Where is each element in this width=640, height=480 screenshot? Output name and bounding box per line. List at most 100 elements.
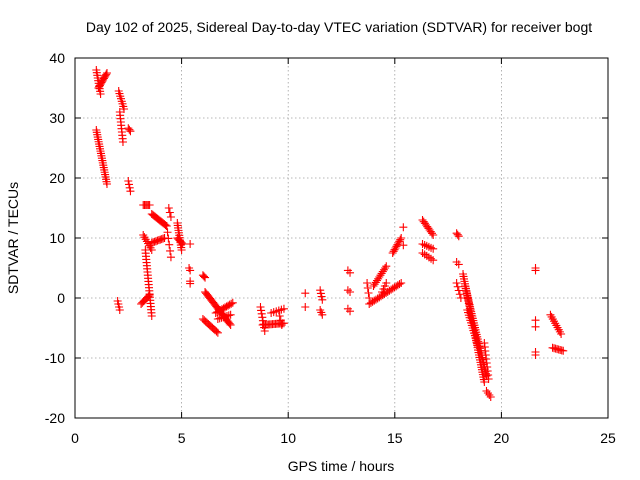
data-point: [226, 321, 235, 329]
y-tick-label: 30: [49, 110, 65, 126]
data-point: [557, 330, 566, 338]
data-point: [456, 294, 465, 302]
data-point: [363, 284, 372, 292]
data-point: [382, 279, 391, 287]
data-point: [343, 286, 352, 295]
data-point: [399, 241, 408, 250]
data-point: [162, 222, 171, 230]
data-point: [429, 244, 438, 253]
data-point: [392, 242, 401, 251]
data-point: [397, 234, 406, 242]
data-point: [145, 291, 154, 299]
data-point: [166, 246, 175, 255]
data-point: [395, 237, 404, 246]
data-point: [260, 327, 269, 335]
data-point: [258, 313, 267, 322]
data-point: [480, 378, 489, 386]
data-point: [147, 312, 156, 320]
data-point: [124, 177, 133, 185]
data-point: [257, 306, 266, 315]
data-point: [388, 249, 397, 257]
data-point: [201, 273, 210, 282]
data-point: [225, 319, 234, 328]
data-point: [164, 204, 173, 212]
data-point: [164, 234, 173, 243]
data-point: [219, 313, 228, 322]
data-point: [165, 240, 174, 249]
data-point: [96, 90, 105, 98]
data-point: [213, 315, 222, 323]
y-tick-label: -20: [45, 410, 65, 426]
data-point: [531, 351, 540, 359]
data-point: [396, 235, 405, 244]
data-point: [390, 245, 399, 254]
data-point: [212, 327, 221, 336]
data-point: [346, 288, 355, 296]
data-point: [125, 125, 134, 134]
data-point: [186, 279, 195, 288]
data-point: [531, 266, 540, 275]
data-point: [125, 183, 134, 192]
data-point: [217, 313, 226, 322]
data-point: [102, 70, 111, 79]
data-point: [226, 310, 235, 319]
data-point: [125, 180, 134, 189]
data-point: [453, 282, 462, 291]
data-point: [301, 303, 310, 311]
y-tick-label: -10: [45, 350, 65, 366]
data-point: [318, 295, 327, 304]
data-point: [485, 391, 494, 399]
data-point: [102, 69, 111, 77]
data-point: [177, 238, 186, 247]
y-tick-label: 10: [49, 230, 65, 246]
data-point: [364, 289, 373, 297]
data-point: [102, 180, 111, 188]
data-point: [215, 314, 224, 323]
data-point: [391, 244, 400, 252]
data-point: [126, 127, 135, 136]
data-point: [178, 240, 187, 248]
data-point: [126, 187, 135, 196]
data-point: [222, 312, 231, 320]
x-tick-labels: 0 5 10 15 20 25: [71, 430, 616, 446]
x-tick-label: 10: [280, 430, 296, 446]
data-point: [227, 299, 236, 308]
data-points: [92, 66, 568, 401]
data-point: [484, 375, 493, 383]
data-point: [381, 264, 390, 272]
data-point: [382, 262, 391, 271]
data-point: [166, 213, 175, 221]
data-point: [301, 289, 310, 298]
data-point: [453, 230, 462, 239]
data-point: [455, 290, 464, 299]
data-point: [115, 306, 124, 314]
chart-title: Day 102 of 2025, Sidereal Day-to-day VTE…: [86, 19, 592, 35]
data-point: [118, 138, 127, 146]
x-tick-label: 15: [387, 430, 403, 446]
y-axis-title: SDTVAR / TECUs: [5, 182, 21, 294]
data-point: [454, 232, 463, 241]
data-point: [177, 246, 186, 254]
data-point: [473, 342, 482, 350]
data-point: [427, 229, 436, 238]
x-tick-label: 25: [600, 430, 616, 446]
data-point: [144, 292, 153, 301]
data-point: [318, 310, 327, 319]
data-point: [228, 298, 237, 307]
y-tick-label: 40: [49, 50, 65, 66]
data-point: [224, 311, 233, 320]
data-point: [165, 208, 174, 217]
data-point: [277, 321, 286, 329]
data-point: [429, 256, 438, 265]
data-point: [559, 346, 568, 355]
data-point: [256, 303, 265, 311]
data-point: [161, 221, 170, 230]
data-point: [276, 316, 285, 325]
data-point: [452, 279, 461, 287]
data-point: [145, 201, 154, 209]
x-tick-label: 0: [71, 430, 79, 446]
data-point: [275, 312, 284, 320]
data-point: [363, 279, 372, 287]
axis-ticks: [74, 57, 609, 419]
